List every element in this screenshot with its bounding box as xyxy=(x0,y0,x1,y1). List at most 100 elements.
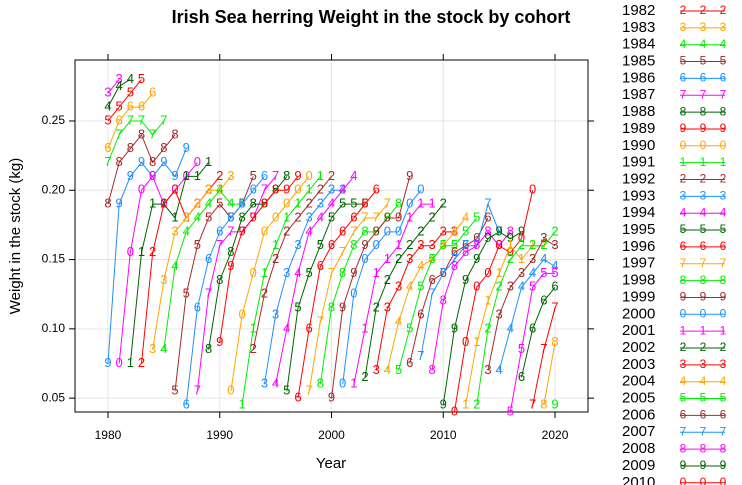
legend-symbol: 5 xyxy=(680,391,687,405)
cohort-point: 9 xyxy=(350,265,357,280)
cohort-point: 6 xyxy=(473,230,480,245)
cohort-point: 5 xyxy=(328,209,335,224)
cohort-point: 4 xyxy=(540,251,547,266)
legend-symbol: 5 xyxy=(720,391,727,405)
cohort-point: 5 xyxy=(250,168,257,183)
cohort-point: 2 xyxy=(328,168,335,183)
cohort-point: 4 xyxy=(384,362,391,377)
cohort-point: 9 xyxy=(250,209,257,224)
cohort-point: 7 xyxy=(384,196,391,211)
cohort-point: 5 xyxy=(127,85,134,100)
cohort-point: 6 xyxy=(250,182,257,197)
cohort-point: 4 xyxy=(350,168,357,183)
cohort-point: 5 xyxy=(361,196,368,211)
cohort-point: 0 xyxy=(529,182,536,197)
cohort-point: 3 xyxy=(507,279,514,294)
cohort-point: 8 xyxy=(540,397,547,412)
cohort-point: 0 xyxy=(272,209,279,224)
cohort-line xyxy=(286,203,366,392)
cohort-point: 1 xyxy=(205,154,212,169)
cohort-point: 2 xyxy=(183,209,190,224)
legend-label: 1999 xyxy=(622,288,655,305)
cohort-point: 4 xyxy=(227,196,234,211)
cohort-point: 9 xyxy=(406,168,413,183)
cohort-point: 1 xyxy=(428,196,435,211)
cohort-line xyxy=(241,176,321,406)
cohort-point: 4 xyxy=(171,258,178,273)
cohort-point: 1 xyxy=(194,168,201,183)
cohort-point: 6 xyxy=(227,209,234,224)
cohort-point: 3 xyxy=(104,85,111,100)
cohort-line xyxy=(107,148,187,364)
cohort-point: 9 xyxy=(373,223,380,238)
cohort-point: 0 xyxy=(406,196,413,211)
cohort-line xyxy=(129,162,209,364)
legend-label: 1992 xyxy=(622,170,655,187)
legend-label: 1990 xyxy=(622,137,655,154)
cohort-line xyxy=(297,189,377,399)
cohort-point: 6 xyxy=(339,223,346,238)
cohort-point: 7 xyxy=(540,341,547,356)
cohort-point: 5 xyxy=(317,237,324,252)
legend-symbol: 2 xyxy=(700,3,707,17)
legend-label: 1984 xyxy=(622,36,655,53)
cohort-point: 0 xyxy=(227,383,234,398)
legend-symbol: 2 xyxy=(680,3,687,17)
cohort-line xyxy=(263,189,343,385)
cohort-line xyxy=(353,203,433,385)
cohort-point: 0 xyxy=(283,196,290,211)
cohort-point: 7 xyxy=(361,209,368,224)
cohort-point: 0 xyxy=(160,196,167,211)
cohort-point: 5 xyxy=(518,341,525,356)
cohort-point: 3 xyxy=(373,362,380,377)
cohort-line xyxy=(442,231,522,406)
cohort-line xyxy=(308,203,388,392)
cohort-point: 5 xyxy=(205,209,212,224)
cohort-point: 5 xyxy=(116,99,123,114)
cohort-point: 8 xyxy=(395,196,402,211)
cohort-point: 6 xyxy=(294,390,301,405)
cohort-point: 8 xyxy=(238,209,245,224)
cohort-point: 4 xyxy=(507,320,514,335)
cohort-point: 8 xyxy=(250,196,257,211)
cohort-point: 0 xyxy=(518,230,525,245)
legend-symbol: 2 xyxy=(720,172,727,186)
cohort-line xyxy=(107,79,142,122)
legend-label: 1982 xyxy=(622,2,655,19)
cohort-point: 4 xyxy=(283,320,290,335)
cohort-point: 9 xyxy=(272,182,279,197)
cohort-line xyxy=(465,244,544,406)
cohort-point: 9 xyxy=(238,223,245,238)
cohort-point: 7 xyxy=(317,313,324,328)
cohort-point: 0 xyxy=(149,168,156,183)
cohort-point: 8 xyxy=(462,244,469,259)
cohort-point: 2 xyxy=(484,320,491,335)
cohort-point: 6 xyxy=(194,300,201,315)
cohort-point: 4 xyxy=(272,376,279,391)
cohort-point: 5 xyxy=(339,196,346,211)
cohort-line xyxy=(118,162,198,364)
cohort-point: 8 xyxy=(373,223,380,238)
cohort-point: 5 xyxy=(216,196,223,211)
cohort-point: 6 xyxy=(451,244,458,259)
cohort-point: 5 xyxy=(283,383,290,398)
cohort-point: 9 xyxy=(127,168,134,183)
cohort-point: 9 xyxy=(451,320,458,335)
cohort-point: 5 xyxy=(238,196,245,211)
cohort-point: 1 xyxy=(261,265,268,280)
cohort-point: 9 xyxy=(227,258,234,273)
legend-label: 1988 xyxy=(622,103,655,120)
legend-symbol: 3 xyxy=(700,189,707,203)
cohort-point: 2 xyxy=(406,237,413,252)
legend-symbol: 4 xyxy=(700,205,707,219)
cohort-point: 4 xyxy=(306,223,313,238)
legend-label: 1997 xyxy=(622,255,655,272)
cohort-point: 0 xyxy=(395,223,402,238)
legend-symbol: 4 xyxy=(720,374,727,388)
cohort-point: 9 xyxy=(294,168,301,183)
cohort-point: 2 xyxy=(149,244,156,259)
cohort-point: 4 xyxy=(183,223,190,238)
cohort-point: 7 xyxy=(250,209,257,224)
cohort-point: 9 xyxy=(473,251,480,266)
cohort-point: 5 xyxy=(440,237,447,252)
